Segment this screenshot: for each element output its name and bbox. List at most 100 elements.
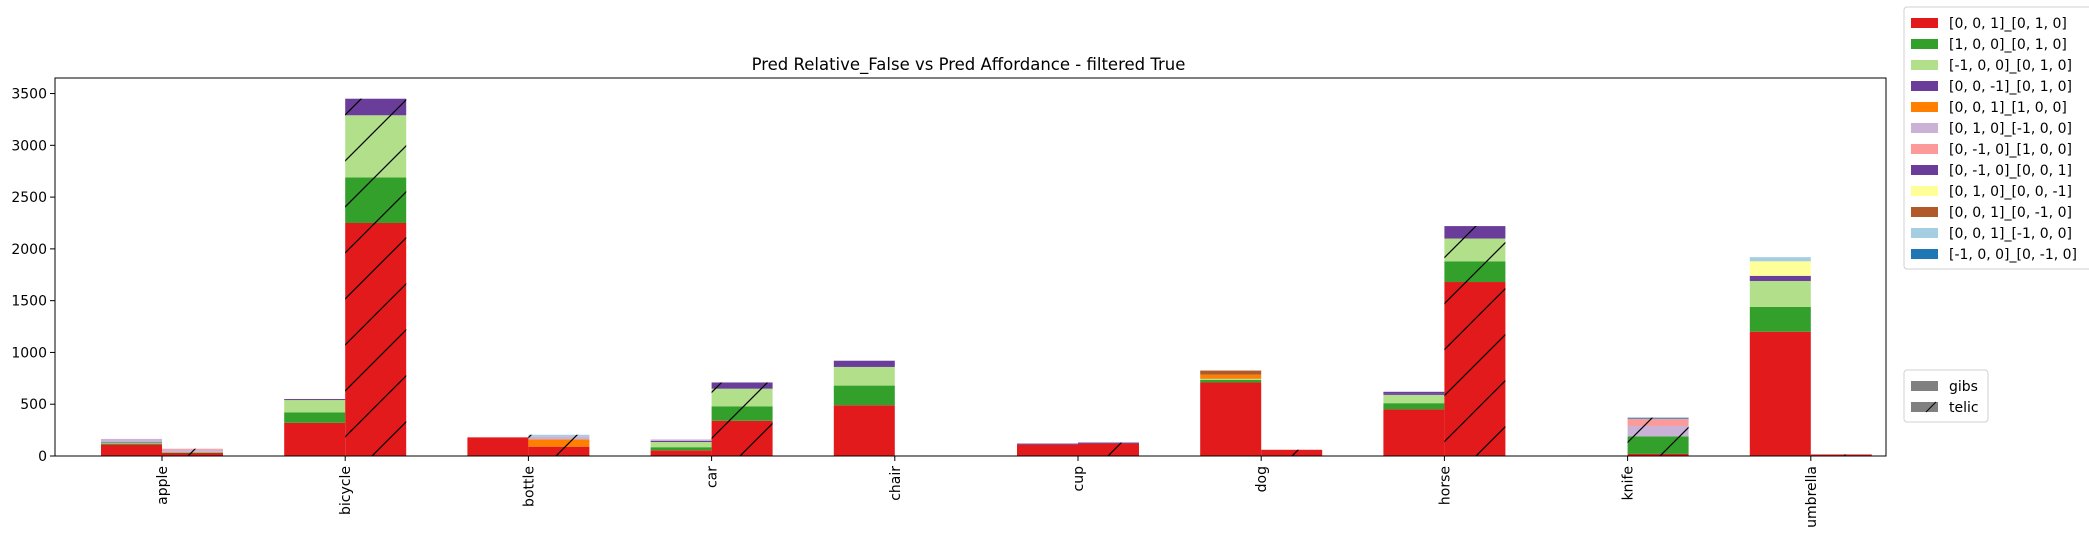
bar-segment [1017, 444, 1078, 456]
bar-segment [1200, 378, 1262, 380]
x-tick-label: bicycle [338, 466, 354, 515]
bar-segment [1749, 331, 1811, 456]
x-tick-label: dog [1254, 466, 1270, 492]
bar-segment [467, 437, 529, 456]
legend-label: [1, 0, 0]_[0, 1, 0] [1949, 37, 2067, 53]
bars-layer [101, 98, 1872, 456]
bar-segment [1200, 370, 1262, 375]
group-legend-hatch [1925, 401, 1937, 413]
legend-label: [-1, 0, 0]_[0, -1, 0] [1949, 247, 2077, 263]
legend-label: [0, 0, -1]_[0, 1, 0] [1949, 79, 2072, 95]
bar-hatch-overlay [1810, 454, 1872, 456]
group-legend-label: gibs [1949, 379, 1978, 395]
bar-segment [1200, 382, 1262, 456]
y-tick-label: 1000 [11, 345, 47, 361]
bar-segment [1200, 374, 1262, 379]
bar-segment [284, 422, 346, 456]
bar-segment [284, 412, 346, 423]
bar-segment [833, 360, 895, 367]
bar-segment [1383, 403, 1445, 410]
legend-label: [-1, 0, 0]_[0, 1, 0] [1949, 58, 2072, 74]
legend-label: [0, 0, 1]_[-1, 0, 0] [1949, 226, 2072, 242]
y-tick-label: 2000 [11, 242, 47, 258]
legend-swatch [1911, 249, 1938, 259]
bar-segment [101, 443, 162, 445]
x-tick-label: cup [1071, 466, 1087, 492]
legend-label: [0, 1, 0]_[-1, 0, 0] [1949, 121, 2072, 137]
legend-swatch [1911, 39, 1938, 49]
legend-swatch [1911, 18, 1938, 28]
x-tick-label: knife [1621, 466, 1637, 500]
x-tick-label: apple [155, 466, 171, 505]
bar-hatch-overlay [1627, 417, 1689, 456]
bar-segment [1749, 257, 1811, 262]
legend-label: [0, 1, 0]_[0, 0, -1] [1949, 184, 2072, 200]
legend-swatch [1911, 207, 1938, 217]
bar-segment [101, 444, 162, 456]
bar-segment [1749, 306, 1811, 332]
x-tick-label: car [705, 466, 721, 488]
legend-label: [0, 0, 1]_[0, 1, 0] [1949, 16, 2067, 32]
bar-segment [650, 440, 712, 443]
bar-segment [833, 405, 895, 456]
legend-swatch [1911, 186, 1938, 196]
y-tick-label: 500 [20, 397, 47, 413]
y-tick-label: 0 [38, 449, 47, 465]
bar-hatch-overlay [162, 448, 223, 456]
bar-segment [1749, 280, 1811, 307]
bar-hatch-overlay [711, 382, 773, 456]
bar-segment [101, 442, 162, 444]
bar-segment [650, 442, 712, 448]
legend-swatch [1911, 81, 1938, 91]
bar-segment [1200, 379, 1262, 383]
legend-label: [0, -1, 0]_[0, 0, 1] [1949, 163, 2072, 179]
bar-segment [1383, 394, 1445, 404]
legend-swatch [1911, 102, 1938, 112]
bar-hatch-overlay [1261, 449, 1323, 456]
bar-hatch-overlay [1444, 226, 1506, 456]
chart-title: Pred Relative_False vs Pred Affordance -… [752, 55, 1186, 75]
x-tick-label: horse [1437, 466, 1453, 505]
legend-swatch [1911, 228, 1938, 238]
x-axis: apple bicycle bottle car chair cup dog horse kni… [155, 456, 1820, 528]
bar-segment [1749, 261, 1811, 276]
plot-area-frame [54, 77, 1887, 457]
group-legend: gibs telic [1903, 369, 1989, 423]
bar-hatch-overlay [528, 434, 590, 456]
bar-segment [1017, 443, 1078, 445]
bar-segment [284, 399, 346, 401]
bar-hatch-overlay [345, 98, 407, 456]
x-tick-label: bottle [521, 466, 537, 507]
y-axis: 0 500 1000 1500 2000 2500 3000 3500 [11, 87, 55, 465]
x-tick-label: umbrella [1804, 466, 1820, 528]
group-legend-label: telic [1949, 400, 1979, 416]
y-tick-label: 2500 [11, 190, 47, 206]
bar-segment [650, 450, 712, 456]
bar-segment [650, 447, 712, 451]
y-tick-label: 3500 [11, 87, 47, 103]
bar-segment [1749, 275, 1811, 281]
legend-swatch [1911, 165, 1938, 175]
legend-swatch [1911, 144, 1938, 154]
bar-segment [1383, 391, 1445, 394]
bar-segment [833, 385, 895, 406]
legend-label: [0, 0, 1]_[0, -1, 0] [1949, 205, 2072, 221]
group-legend-swatch [1911, 381, 1938, 391]
x-tick-label: chair [888, 466, 904, 501]
bar-segment [101, 438, 162, 443]
bar-segment [1383, 409, 1445, 456]
bar-hatch-overlay [1078, 442, 1139, 456]
bar-segment [101, 442, 162, 443]
legend-label: [0, -1, 0]_[1, 0, 0] [1949, 142, 2072, 158]
bar-segment [284, 400, 346, 413]
legend-swatch [1911, 60, 1938, 70]
y-tick-label: 1500 [11, 294, 47, 310]
legend-label: [0, 0, 1]_[1, 0, 0] [1949, 100, 2067, 116]
series-legend: [0, 0, 1]_[0, 1, 0] [1, 0, 0]_[0, 1, 0] [-… [1903, 6, 2089, 270]
bar-segment [1383, 393, 1445, 395]
group-legend-swatch [1911, 402, 1938, 412]
bar-segment [833, 366, 895, 386]
y-tick-label: 3000 [11, 138, 47, 154]
legend-swatch [1911, 123, 1938, 133]
